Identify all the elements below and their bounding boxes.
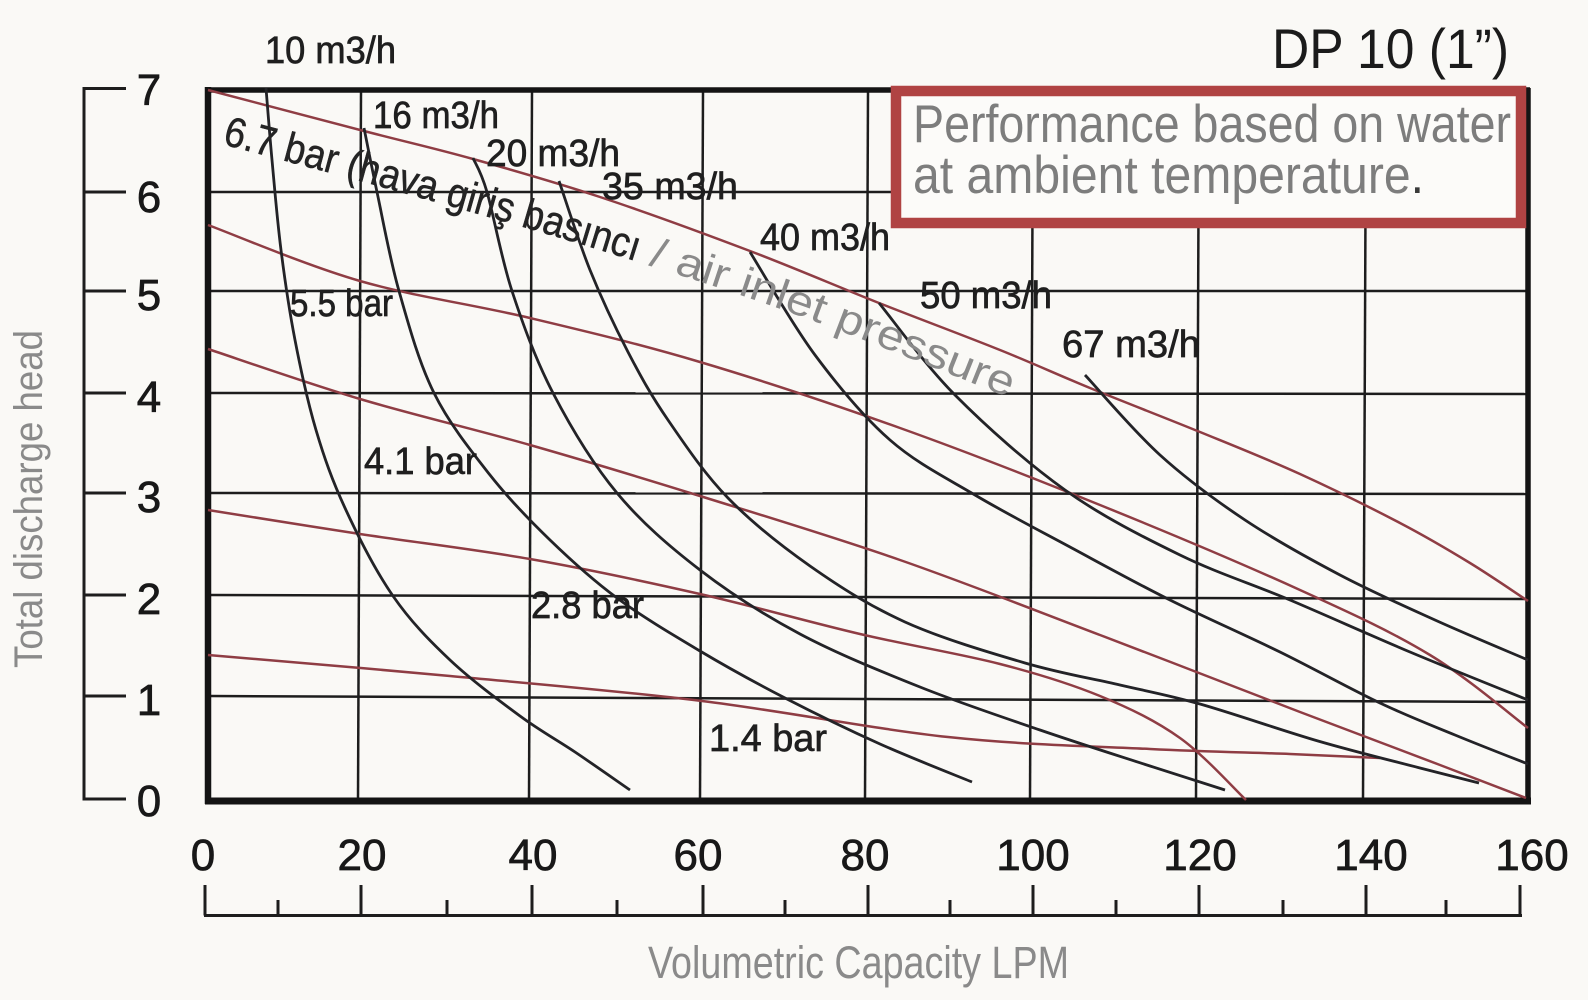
svg-text:4: 4 xyxy=(137,373,161,422)
svg-text:35 m3/h: 35 m3/h xyxy=(602,166,738,208)
svg-text:140: 140 xyxy=(1334,831,1407,880)
svg-text:2: 2 xyxy=(137,575,161,624)
svg-text:160: 160 xyxy=(1495,831,1568,880)
svg-text:60: 60 xyxy=(674,831,723,880)
svg-text:6: 6 xyxy=(137,173,161,222)
svg-text:Volumetric Capacity LPM: Volumetric Capacity LPM xyxy=(648,937,1069,988)
svg-text:16 m3/h: 16 m3/h xyxy=(373,95,499,137)
svg-text:1: 1 xyxy=(137,676,161,725)
svg-text:40: 40 xyxy=(509,831,558,880)
svg-text:5.5 bar: 5.5 bar xyxy=(290,283,393,325)
svg-text:3: 3 xyxy=(137,473,161,522)
svg-text:0: 0 xyxy=(137,777,161,826)
svg-text:1.4 bar: 1.4 bar xyxy=(709,718,827,760)
svg-text:Total discharge head: Total discharge head xyxy=(7,330,51,668)
svg-text:20 m3/h: 20 m3/h xyxy=(486,133,620,175)
svg-text:7: 7 xyxy=(137,66,161,115)
svg-text:DP 10 (1”): DP 10 (1”) xyxy=(1272,17,1509,80)
svg-text:67 m3/h: 67 m3/h xyxy=(1062,324,1200,366)
svg-text:0: 0 xyxy=(191,831,215,880)
svg-text:100: 100 xyxy=(996,831,1069,880)
svg-text:50 m3/h: 50 m3/h xyxy=(920,275,1052,317)
svg-text:2.8 bar: 2.8 bar xyxy=(531,585,644,627)
svg-text:20: 20 xyxy=(338,831,387,880)
svg-text:10 m3/h: 10 m3/h xyxy=(265,30,396,72)
svg-text:40 m3/h: 40 m3/h xyxy=(760,217,890,259)
svg-text:at ambient temperature.: at ambient temperature. xyxy=(913,146,1424,205)
svg-text:5: 5 xyxy=(137,271,161,320)
svg-text:4.1 bar: 4.1 bar xyxy=(364,441,477,483)
svg-text:80: 80 xyxy=(841,831,890,880)
svg-text:120: 120 xyxy=(1163,831,1236,880)
svg-text:Performance based on water: Performance based on water xyxy=(913,95,1511,154)
